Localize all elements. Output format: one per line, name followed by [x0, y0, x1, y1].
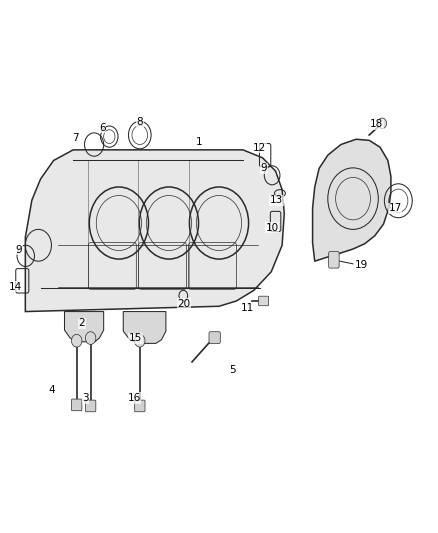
- Circle shape: [71, 334, 82, 347]
- Polygon shape: [123, 312, 166, 343]
- Text: 11: 11: [241, 303, 254, 313]
- FancyBboxPatch shape: [209, 332, 220, 343]
- FancyBboxPatch shape: [71, 399, 82, 411]
- Text: 19: 19: [355, 261, 368, 270]
- Polygon shape: [313, 139, 391, 261]
- Text: 9: 9: [261, 164, 267, 173]
- Text: 15: 15: [129, 333, 142, 343]
- Text: 14: 14: [9, 281, 22, 292]
- Text: 10: 10: [265, 223, 279, 233]
- Text: 7: 7: [72, 133, 79, 143]
- Text: 1: 1: [196, 137, 203, 147]
- Text: 5: 5: [229, 365, 235, 375]
- Circle shape: [378, 118, 387, 128]
- Circle shape: [85, 332, 96, 344]
- Text: 13: 13: [270, 195, 283, 205]
- FancyBboxPatch shape: [328, 252, 339, 268]
- Text: 9: 9: [15, 245, 22, 255]
- Polygon shape: [64, 312, 104, 342]
- Polygon shape: [25, 150, 284, 312]
- Text: 18: 18: [370, 119, 383, 130]
- Text: 8: 8: [137, 117, 143, 127]
- FancyBboxPatch shape: [258, 296, 268, 306]
- Text: 4: 4: [48, 384, 55, 394]
- Text: 20: 20: [178, 298, 191, 309]
- Text: 16: 16: [127, 393, 141, 403]
- Text: 3: 3: [82, 393, 89, 403]
- Text: 12: 12: [253, 143, 266, 153]
- Text: 6: 6: [99, 123, 106, 133]
- FancyBboxPatch shape: [85, 400, 96, 412]
- FancyBboxPatch shape: [134, 400, 145, 412]
- Circle shape: [134, 334, 145, 347]
- Text: 2: 2: [78, 318, 85, 328]
- Text: 17: 17: [389, 203, 402, 213]
